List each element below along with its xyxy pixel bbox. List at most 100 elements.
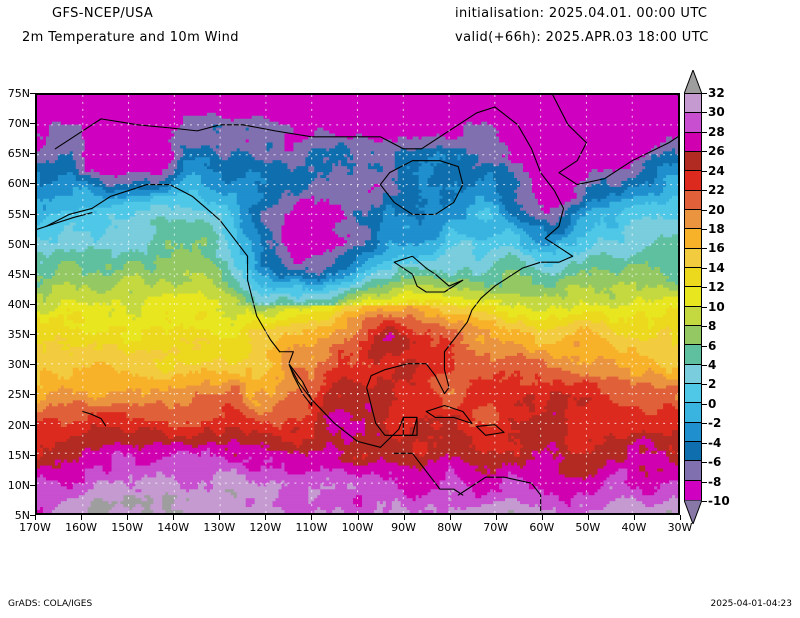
x-axis-label: 80W xyxy=(437,521,463,534)
y-axis-label: 25N xyxy=(7,388,30,402)
x-axis-label: 90W xyxy=(391,521,416,534)
colorbar-tick-label: -2 xyxy=(708,416,722,431)
x-axis-tick xyxy=(81,515,83,520)
colorbar-band xyxy=(685,267,701,288)
colorbar-tick-label: 24 xyxy=(708,163,725,178)
field-title: 2m Temperature and 10m Wind xyxy=(22,30,239,45)
colorbar-tick-label: -6 xyxy=(708,455,722,470)
x-axis-tick xyxy=(357,515,359,520)
colorbar-tick xyxy=(702,423,707,425)
colorbar-tick-label: -10 xyxy=(708,494,730,508)
y-axis-tick xyxy=(30,183,35,185)
colorbar-tick xyxy=(702,481,707,483)
colorbar-band xyxy=(685,132,701,152)
colorbar-band xyxy=(685,171,701,191)
x-axis-tick xyxy=(219,515,221,520)
colorbar-tick-label: 22 xyxy=(708,183,725,198)
colorbar-tick xyxy=(702,267,707,269)
x-axis-tick xyxy=(680,515,681,520)
y-axis-label: 55N xyxy=(7,207,30,221)
footer: GrADS: COLA/IGES 2025-04-01-04:23 xyxy=(0,595,800,618)
x-axis-tick xyxy=(587,515,589,520)
colorbar-band xyxy=(685,151,701,172)
temperature-heatmap xyxy=(37,95,678,513)
y-axis-tick xyxy=(30,394,35,396)
x-axis-label: 40W xyxy=(621,521,647,534)
x-axis-label: 120W xyxy=(249,521,282,534)
x-axis-label: 70W xyxy=(483,521,509,534)
colorbar-tick-label: 2 xyxy=(708,377,717,392)
y-axis-tick xyxy=(30,304,35,305)
colorbar-tick xyxy=(702,403,707,405)
colorbar-tick xyxy=(702,170,707,172)
y-axis-tick xyxy=(30,93,35,94)
colorbar-band xyxy=(685,287,701,307)
x-axis-label: 100W xyxy=(341,521,374,534)
y-axis-label: 10N xyxy=(7,478,30,492)
valid-time: valid(+66h): 2025.APR.03 18:00 UTC xyxy=(455,30,709,45)
y-axis-tick xyxy=(30,123,35,125)
colorbar-band xyxy=(685,461,701,481)
x-axis-tick xyxy=(127,515,129,520)
colorbar-tick-label: -4 xyxy=(708,435,722,450)
y-axis-label: 15N xyxy=(7,448,30,462)
colorbar-tick-label: 0 xyxy=(708,396,717,411)
y-axis-label: 65N xyxy=(7,147,30,161)
colorbar-tick-label: 28 xyxy=(708,124,725,139)
colorbar-tick xyxy=(702,462,707,464)
x-axis-tick xyxy=(633,515,635,520)
colorbar-tick-label: 26 xyxy=(708,144,725,159)
y-axis-label: 60N xyxy=(7,177,30,191)
x-axis-tick xyxy=(35,515,36,520)
colorbar-tick xyxy=(702,306,707,308)
y-axis-label: 20N xyxy=(7,418,30,432)
colorbar-tick xyxy=(702,345,707,347)
colorbar-tick-label: 20 xyxy=(708,202,725,217)
x-axis-label: 140W xyxy=(157,521,190,534)
x-axis-tick xyxy=(403,515,405,520)
colorbar-band xyxy=(685,364,701,384)
colorbar-band xyxy=(685,113,701,133)
colorbar-tick xyxy=(702,365,707,366)
colorbar-band xyxy=(685,480,701,500)
colorbar-tick xyxy=(702,287,707,289)
colorbar-tick xyxy=(702,209,707,211)
x-axis-label: 170W xyxy=(19,521,51,534)
colorbar-tick xyxy=(702,93,707,94)
x-axis-tick xyxy=(449,515,451,520)
colorbar-tick-label: 10 xyxy=(708,299,725,314)
colorbar-bands xyxy=(684,93,702,501)
colorbar-band xyxy=(685,229,701,249)
colorbar-tick-label: 12 xyxy=(708,280,725,295)
colorbar-band xyxy=(685,403,701,423)
colorbar-tick xyxy=(702,248,707,250)
colorbar-tick-label: 32 xyxy=(708,86,725,100)
y-axis-tick xyxy=(30,454,35,456)
colorbar-tick xyxy=(702,501,707,502)
y-axis-label: 35N xyxy=(7,328,30,342)
colorbar-tick-label: 14 xyxy=(708,260,725,275)
map-plot-area xyxy=(35,93,680,515)
x-axis-label: 150W xyxy=(111,521,144,534)
x-axis-label: 130W xyxy=(203,521,236,534)
y-axis-tick xyxy=(30,424,35,426)
y-axis-tick xyxy=(30,273,35,275)
x-axis-label: 110W xyxy=(295,521,328,534)
y-axis-tick xyxy=(30,153,35,155)
x-axis-tick xyxy=(311,515,313,520)
colorbar-under-arrow xyxy=(684,500,702,524)
x-axis-tick xyxy=(541,515,543,520)
y-axis-label: 40N xyxy=(7,298,30,311)
x-axis-label: 60W xyxy=(529,521,555,534)
colorbar-tick-label: 6 xyxy=(708,338,717,353)
y-axis-tick xyxy=(30,484,35,486)
y-axis-tick xyxy=(30,334,35,336)
x-axis-tick xyxy=(265,515,267,520)
y-axis-tick xyxy=(30,364,35,366)
y-axis-label: 70N xyxy=(7,117,30,131)
colorbar-tick xyxy=(702,131,707,133)
x-axis-label: 30W xyxy=(667,521,693,534)
colorbar-tick xyxy=(702,190,707,192)
colorbar-band xyxy=(685,345,701,365)
y-axis-tick xyxy=(30,243,35,245)
